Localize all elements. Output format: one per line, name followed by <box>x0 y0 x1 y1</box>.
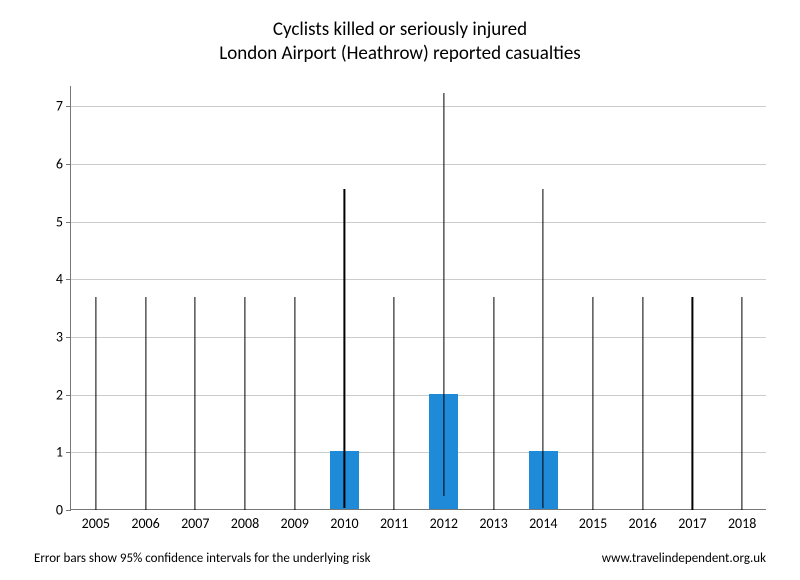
ytick-mark <box>66 222 71 223</box>
xtick-label: 2016 <box>629 509 657 532</box>
xtick-label: 2011 <box>380 509 408 532</box>
error-bar <box>443 93 444 495</box>
xtick-label: 2007 <box>181 509 209 532</box>
title-line-1: Cyclists killed or seriously injured <box>0 18 800 42</box>
gridline <box>71 337 766 338</box>
error-bar <box>244 297 245 510</box>
error-bar <box>95 297 96 510</box>
gridline <box>71 164 766 165</box>
xtick-label: 2006 <box>131 509 159 532</box>
gridline <box>71 452 766 453</box>
ytick-mark <box>66 510 71 511</box>
gridline <box>71 279 766 280</box>
ytick-mark <box>66 395 71 396</box>
xtick-label: 2015 <box>579 509 607 532</box>
error-bar <box>692 297 693 510</box>
ytick-mark <box>66 106 71 107</box>
ytick-mark <box>66 279 71 280</box>
xtick-label: 2008 <box>231 509 259 532</box>
error-bar <box>294 297 295 510</box>
footer-note: Error bars show 95% confidence intervals… <box>34 551 371 566</box>
title-line-2: London Airport (Heathrow) reported casua… <box>0 42 800 66</box>
gridline <box>71 106 766 107</box>
plot-area: 0123456720052006200720082009201020112012… <box>70 86 766 510</box>
error-bar <box>642 297 643 510</box>
error-bar <box>742 297 743 510</box>
xtick-label: 2013 <box>479 509 507 532</box>
xtick-label: 2017 <box>678 509 706 532</box>
xtick-label: 2014 <box>529 509 557 532</box>
error-bar <box>344 189 345 509</box>
gridline <box>71 395 766 396</box>
chart-container: Cyclists killed or seriously injured Lon… <box>0 0 800 580</box>
xtick-label: 2010 <box>330 509 358 532</box>
error-bar <box>592 297 593 510</box>
chart-footer: Error bars show 95% confidence intervals… <box>34 551 766 566</box>
error-bar <box>543 189 544 509</box>
error-bar <box>493 297 494 510</box>
ytick-mark <box>66 452 71 453</box>
ytick-mark <box>66 337 71 338</box>
xtick-label: 2018 <box>728 509 756 532</box>
error-bar <box>195 297 196 510</box>
xtick-label: 2005 <box>82 509 110 532</box>
error-bar <box>145 297 146 510</box>
chart-title: Cyclists killed or seriously injured Lon… <box>0 0 800 66</box>
gridline <box>71 222 766 223</box>
xtick-label: 2012 <box>430 509 458 532</box>
xtick-label: 2009 <box>281 509 309 532</box>
footer-source: www.travelindependent.org.uk <box>602 551 766 566</box>
error-bar <box>394 297 395 510</box>
ytick-mark <box>66 164 71 165</box>
